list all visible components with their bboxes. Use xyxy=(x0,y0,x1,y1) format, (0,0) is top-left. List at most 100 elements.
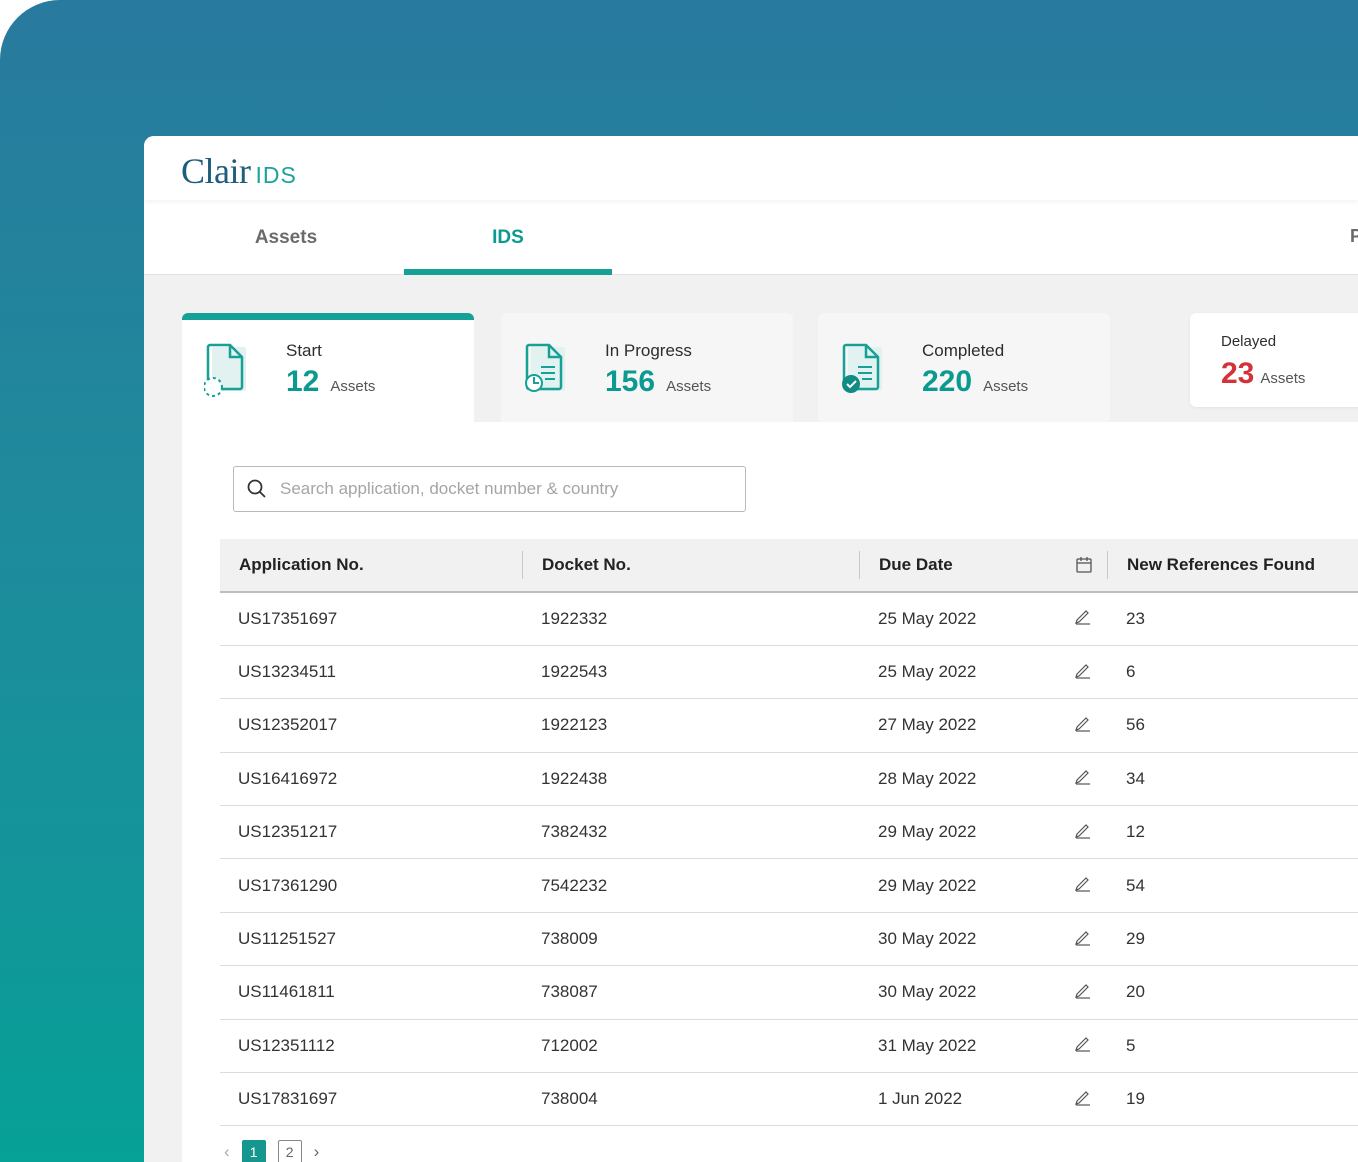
cell-new-references: 34 xyxy=(1126,768,1145,788)
stat-number: 12 xyxy=(286,365,320,398)
stat-value-group: 156 Assets xyxy=(605,365,711,399)
search-icon xyxy=(247,479,266,498)
stat-card-start[interactable]: Start 12 Assets xyxy=(182,313,474,423)
edit-icon[interactable] xyxy=(1074,661,1092,679)
tab-bar: Assets IDS P xyxy=(144,200,1358,275)
cell-docket-no: 1922543 xyxy=(541,662,608,682)
edit-icon[interactable] xyxy=(1074,874,1092,892)
cell-due-date: 25 May 2022 xyxy=(878,662,977,682)
cell-new-references: 29 xyxy=(1126,929,1145,949)
column-header-due-date[interactable]: Due Date xyxy=(860,539,1108,592)
calendar-icon[interactable] xyxy=(1075,556,1093,574)
cell-docket-no: 1922123 xyxy=(541,715,608,735)
cell-new-references: 19 xyxy=(1126,1089,1145,1109)
cell-docket-no: 7382432 xyxy=(541,822,608,842)
cell-new-references: 23 xyxy=(1126,608,1145,628)
table-header-row: Application No. Docket No. Due Date New … xyxy=(220,539,1358,592)
search-input[interactable] xyxy=(280,479,720,499)
column-header-application[interactable]: Application No. xyxy=(220,539,523,592)
cell-docket-no: 712002 xyxy=(541,1035,598,1055)
cell-application-no: US12352017 xyxy=(238,715,338,735)
edit-icon[interactable] xyxy=(1074,767,1092,785)
document-completed-icon xyxy=(842,343,882,393)
stat-label: Start xyxy=(286,341,322,360)
cell-application-no: US13234511 xyxy=(238,662,336,682)
table-row[interactable]: US17351697 1922332 25 May 2022 23 xyxy=(220,592,1358,646)
table-row[interactable]: US17361290 7542232 29 May 2022 54 xyxy=(220,859,1358,913)
table-row[interactable]: US16416972 1922438 28 May 2022 34 xyxy=(220,752,1358,806)
table-row[interactable]: US11251527 738009 30 May 2022 29 xyxy=(220,912,1358,966)
cell-application-no: US12351112 xyxy=(238,1035,335,1055)
column-header-label: New References Found xyxy=(1127,555,1315,574)
tab-assets[interactable]: Assets xyxy=(254,226,318,248)
cell-new-references: 56 xyxy=(1126,715,1145,735)
table-row[interactable]: US11461811 738087 30 May 2022 20 xyxy=(220,966,1358,1020)
cell-due-date: 30 May 2022 xyxy=(878,929,977,949)
column-header-new-references[interactable]: New References Found xyxy=(1108,539,1358,592)
pagination: ‹ 1 2 › xyxy=(224,1140,319,1162)
next-page-icon[interactable]: › xyxy=(313,1142,320,1161)
stat-label: In Progress xyxy=(605,341,692,360)
cell-application-no: US17351697 xyxy=(238,608,338,628)
stat-card-in-progress[interactable]: In Progress 156 Assets xyxy=(501,313,793,423)
edit-icon[interactable] xyxy=(1074,714,1092,732)
cell-edit xyxy=(1050,699,1108,752)
edit-icon[interactable] xyxy=(1074,981,1092,999)
cell-due-date: 1 Jun 2022 xyxy=(878,1089,963,1109)
app-header: Clair IDS xyxy=(144,136,1358,200)
cell-docket-no: 738087 xyxy=(541,982,598,1002)
table-row[interactable]: US17831697 738004 1 Jun 2022 19 xyxy=(220,1073,1358,1126)
stat-card-completed[interactable]: Completed 220 Assets xyxy=(818,313,1110,423)
cell-edit xyxy=(1050,806,1108,859)
cell-due-date: 31 May 2022 xyxy=(878,1035,977,1055)
table-row[interactable]: US12352017 1922123 27 May 2022 56 xyxy=(220,699,1358,753)
cell-edit xyxy=(1050,912,1108,965)
cell-docket-no: 738009 xyxy=(541,929,598,949)
cell-edit xyxy=(1050,752,1108,805)
cell-due-date: 30 May 2022 xyxy=(878,982,977,1002)
edit-icon[interactable] xyxy=(1074,1034,1092,1052)
page-button-1[interactable]: 1 xyxy=(241,1140,266,1162)
page-button-2[interactable]: 2 xyxy=(277,1140,302,1162)
cell-new-references: 54 xyxy=(1126,875,1145,895)
cell-new-references: 6 xyxy=(1126,662,1136,682)
edit-icon[interactable] xyxy=(1074,607,1092,626)
cell-docket-no: 7542232 xyxy=(541,875,608,895)
app-window: Clair IDS Assets IDS P Start 12 Assets xyxy=(144,136,1358,1162)
stat-value-group: 12 Assets xyxy=(286,365,375,399)
cell-edit xyxy=(1050,592,1108,645)
cell-application-no: US12351217 xyxy=(238,822,338,842)
ids-table: Application No. Docket No. Due Date New … xyxy=(220,539,1358,1126)
cell-edit xyxy=(1050,645,1108,698)
stat-card-delayed[interactable]: Delayed 23 Assets xyxy=(1190,313,1358,407)
cell-edit xyxy=(1050,859,1108,912)
cell-application-no: US11251527 xyxy=(238,929,336,949)
table-row[interactable]: US12351112 712002 31 May 2022 5 xyxy=(220,1019,1358,1073)
stat-label: Delayed xyxy=(1221,333,1277,350)
cell-application-no: US17831697 xyxy=(238,1089,338,1109)
cell-due-date: 25 May 2022 xyxy=(878,608,977,628)
stat-unit: Assets xyxy=(1260,370,1306,387)
logo-sub-text: IDS xyxy=(255,162,297,188)
logo[interactable]: Clair IDS xyxy=(181,150,297,192)
cell-due-date: 29 May 2022 xyxy=(878,875,977,895)
table-row[interactable]: US13234511 1922543 25 May 2022 6 xyxy=(220,645,1358,699)
cell-new-references: 12 xyxy=(1126,822,1145,842)
column-header-docket[interactable]: Docket No. xyxy=(523,539,860,592)
column-header-label: Application No. xyxy=(239,555,364,574)
tab-partial[interactable]: P xyxy=(1350,226,1358,246)
stat-value-group: 220 Assets xyxy=(922,365,1028,399)
stat-label: Completed xyxy=(922,341,1005,360)
table-row[interactable]: US12351217 7382432 29 May 2022 12 xyxy=(220,806,1358,859)
prev-page-icon[interactable]: ‹ xyxy=(224,1142,230,1161)
edit-icon[interactable] xyxy=(1074,821,1092,839)
tab-ids[interactable]: IDS xyxy=(404,200,612,275)
stat-number: 220 xyxy=(922,365,973,398)
edit-icon[interactable] xyxy=(1074,1088,1092,1106)
cell-docket-no: 1922438 xyxy=(541,768,608,788)
stat-unit: Assets xyxy=(330,378,376,395)
edit-icon[interactable] xyxy=(1074,928,1092,946)
column-header-label: Docket No. xyxy=(542,555,631,574)
search-box[interactable] xyxy=(233,466,746,512)
document-start-icon xyxy=(204,343,246,397)
